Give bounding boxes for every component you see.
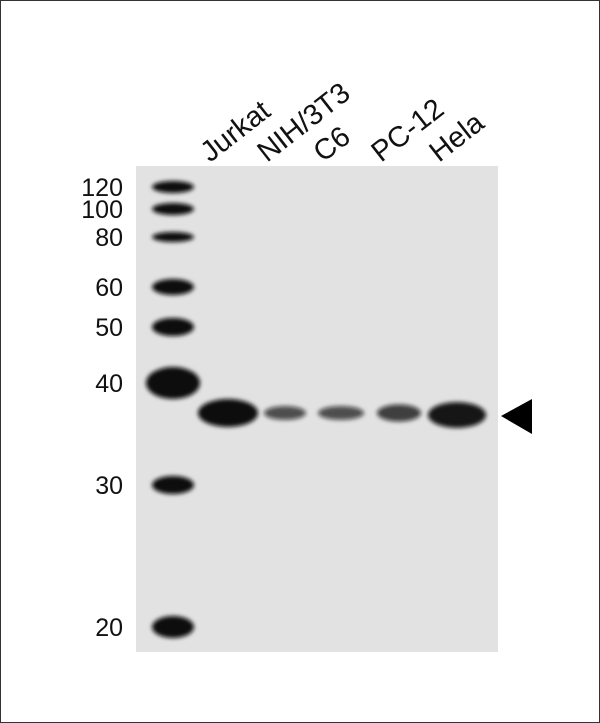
sample-band bbox=[264, 406, 306, 420]
marker-band bbox=[146, 367, 200, 399]
marker-label: 30 bbox=[95, 472, 123, 500]
sample-band bbox=[318, 406, 364, 420]
marker-band bbox=[152, 232, 194, 242]
sample-band bbox=[428, 402, 486, 428]
marker-label: 60 bbox=[95, 274, 123, 302]
marker-label: 40 bbox=[95, 370, 123, 398]
sample-band bbox=[377, 404, 421, 422]
marker-band bbox=[152, 318, 194, 336]
marker-label: 120 bbox=[81, 174, 123, 202]
sample-band bbox=[198, 399, 258, 427]
target-band-arrow-icon bbox=[501, 399, 532, 434]
marker-label: 100 bbox=[81, 196, 123, 224]
marker-label: 20 bbox=[95, 614, 123, 642]
marker-band bbox=[152, 476, 194, 494]
marker-band bbox=[152, 203, 194, 215]
marker-band bbox=[152, 181, 194, 193]
marker-band bbox=[152, 279, 194, 295]
marker-label: 80 bbox=[95, 224, 123, 252]
marker-label: 50 bbox=[95, 314, 123, 342]
marker-band bbox=[152, 616, 194, 638]
